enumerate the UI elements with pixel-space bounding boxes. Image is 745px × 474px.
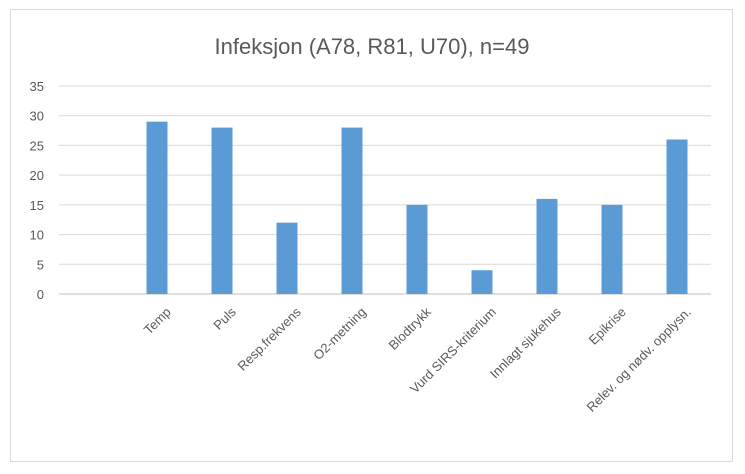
bar (406, 204, 428, 294)
x-category-label: Innlagt sjukehus (487, 304, 564, 381)
x-category-label: Epikrise (586, 304, 629, 347)
bar (276, 222, 298, 294)
x-category-label: Relev. og nødv. opplysn. (583, 304, 693, 414)
bar (601, 204, 623, 294)
x-category-label: Blodtrykk (385, 304, 434, 353)
bar (666, 139, 688, 294)
y-tick-label: 25 (30, 138, 44, 153)
y-tick-label: 15 (30, 198, 44, 213)
x-category-label: Resp.frekvens (235, 304, 305, 374)
bar (146, 121, 168, 295)
bar (211, 127, 233, 294)
x-category-label: Puls (210, 304, 239, 333)
x-category-label: Temp (141, 304, 174, 337)
y-tick-label: 10 (30, 228, 44, 243)
y-axis-ticks: 0 5 10 15 20 25 30 35 (30, 79, 44, 302)
chart-title: Infeksjon (A78, R81, U70), n=49 (215, 34, 530, 59)
bar (471, 270, 493, 294)
y-tick-label: 5 (37, 257, 44, 272)
bar (341, 127, 363, 294)
bars (146, 121, 688, 295)
y-tick-label: 30 (30, 109, 44, 124)
y-tick-label: 0 (37, 287, 44, 302)
x-category-label: O2-metning (310, 304, 369, 363)
y-tick-label: 35 (30, 79, 44, 94)
y-tick-label: 20 (30, 168, 44, 183)
bar (536, 198, 558, 294)
